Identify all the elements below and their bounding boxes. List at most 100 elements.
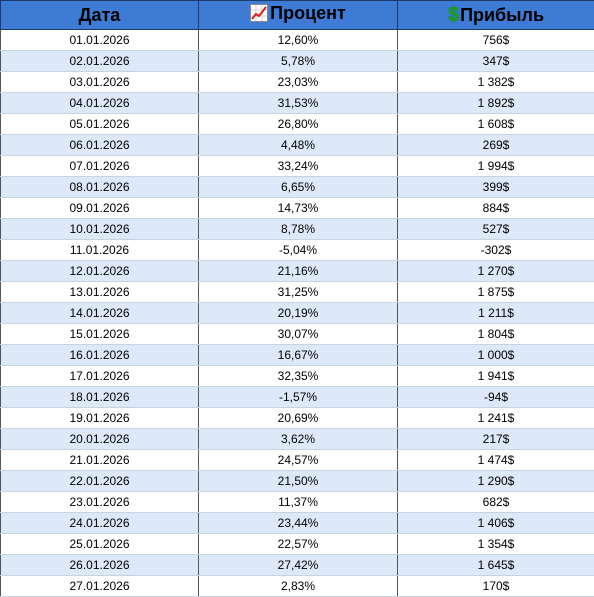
- percent-cell[interactable]: 16,67%: [199, 345, 398, 366]
- profit-cell[interactable]: 399$: [398, 177, 594, 198]
- percent-cell[interactable]: 12,60%: [199, 30, 398, 51]
- profit-cell[interactable]: 1 382$: [398, 72, 594, 93]
- dollar-sign-icon: $: [448, 4, 459, 27]
- percent-cell[interactable]: -5,04%: [199, 240, 398, 261]
- header-profit-label: Прибыль: [460, 5, 544, 25]
- date-cell[interactable]: 13.01.2026: [1, 282, 199, 303]
- percent-cell[interactable]: 21,50%: [199, 471, 398, 492]
- date-cell[interactable]: 06.01.2026: [1, 135, 199, 156]
- percent-cell[interactable]: 20,19%: [199, 303, 398, 324]
- percent-cell[interactable]: 32,35%: [199, 366, 398, 387]
- date-cell[interactable]: 20.01.2026: [1, 429, 199, 450]
- date-cell[interactable]: 17.01.2026: [1, 366, 199, 387]
- table-row: 11.01.2026-5,04%-302$: [1, 240, 594, 261]
- date-cell[interactable]: 08.01.2026: [1, 177, 199, 198]
- profit-cell[interactable]: 1 241$: [398, 408, 594, 429]
- percent-cell[interactable]: 31,25%: [199, 282, 398, 303]
- percent-cell[interactable]: 24,57%: [199, 450, 398, 471]
- percent-cell[interactable]: 8,78%: [199, 219, 398, 240]
- profit-cell[interactable]: 269$: [398, 135, 594, 156]
- profit-cell[interactable]: 527$: [398, 219, 594, 240]
- date-cell[interactable]: 23.01.2026: [1, 492, 199, 513]
- profit-cell[interactable]: 170$: [398, 576, 594, 597]
- date-cell[interactable]: 02.01.2026: [1, 51, 199, 72]
- percent-cell[interactable]: 23,03%: [199, 72, 398, 93]
- percent-cell[interactable]: 21,16%: [199, 261, 398, 282]
- profit-cell[interactable]: 1 270$: [398, 261, 594, 282]
- date-cell[interactable]: 05.01.2026: [1, 114, 199, 135]
- date-cell[interactable]: 12.01.2026: [1, 261, 199, 282]
- table-row: 18.01.2026-1,57%-94$: [1, 387, 594, 408]
- profit-cell[interactable]: 1 211$: [398, 303, 594, 324]
- date-cell[interactable]: 07.01.2026: [1, 156, 199, 177]
- date-cell[interactable]: 10.01.2026: [1, 219, 199, 240]
- date-cell[interactable]: 22.01.2026: [1, 471, 199, 492]
- percent-cell[interactable]: 6,65%: [199, 177, 398, 198]
- profit-cell[interactable]: 1 804$: [398, 324, 594, 345]
- date-cell[interactable]: 15.01.2026: [1, 324, 199, 345]
- profit-cell[interactable]: 1 994$: [398, 156, 594, 177]
- profit-cell[interactable]: 1 875$: [398, 282, 594, 303]
- percent-cell[interactable]: 33,24%: [199, 156, 398, 177]
- profit-cell[interactable]: 217$: [398, 429, 594, 450]
- percent-cell[interactable]: 22,57%: [199, 534, 398, 555]
- date-cell[interactable]: 14.01.2026: [1, 303, 199, 324]
- profit-cell[interactable]: -94$: [398, 387, 594, 408]
- percent-cell[interactable]: 5,78%: [199, 51, 398, 72]
- profit-cell[interactable]: 1 474$: [398, 450, 594, 471]
- header-percent[interactable]: Процент: [199, 1, 398, 30]
- date-cell[interactable]: 09.01.2026: [1, 198, 199, 219]
- profit-cell[interactable]: 1 354$: [398, 534, 594, 555]
- percent-cell[interactable]: -1,57%: [199, 387, 398, 408]
- date-cell[interactable]: 03.01.2026: [1, 72, 199, 93]
- date-cell[interactable]: 11.01.2026: [1, 240, 199, 261]
- percent-cell[interactable]: 2,83%: [199, 576, 398, 597]
- profit-cell[interactable]: 1 406$: [398, 513, 594, 534]
- profit-cell[interactable]: 347$: [398, 51, 594, 72]
- date-cell[interactable]: 21.01.2026: [1, 450, 199, 471]
- percent-cell[interactable]: 14,73%: [199, 198, 398, 219]
- percent-cell[interactable]: 20,69%: [199, 408, 398, 429]
- percent-cell[interactable]: 11,37%: [199, 492, 398, 513]
- profit-cell[interactable]: -302$: [398, 240, 594, 261]
- percent-cell[interactable]: 4,48%: [199, 135, 398, 156]
- date-cell[interactable]: 18.01.2026: [1, 387, 199, 408]
- percent-cell[interactable]: 31,53%: [199, 93, 398, 114]
- profit-cell[interactable]: 756$: [398, 30, 594, 51]
- header-date[interactable]: Дата: [1, 1, 199, 30]
- profit-cell[interactable]: 1 941$: [398, 366, 594, 387]
- profit-cell[interactable]: 1 645$: [398, 555, 594, 576]
- profit-cell[interactable]: 682$: [398, 492, 594, 513]
- profit-cell[interactable]: 1 000$: [398, 345, 594, 366]
- date-cell[interactable]: 16.01.2026: [1, 345, 199, 366]
- header-profit[interactable]: $Прибыль: [398, 1, 594, 30]
- date-cell[interactable]: 26.01.2026: [1, 555, 199, 576]
- profit-cell[interactable]: 884$: [398, 198, 594, 219]
- percent-cell[interactable]: 30,07%: [199, 324, 398, 345]
- date-cell[interactable]: 24.01.2026: [1, 513, 199, 534]
- percent-cell[interactable]: 3,62%: [199, 429, 398, 450]
- date-cell[interactable]: 27.01.2026: [1, 576, 199, 597]
- date-cell[interactable]: 04.01.2026: [1, 93, 199, 114]
- profit-cell[interactable]: 1 608$: [398, 114, 594, 135]
- date-cell[interactable]: 01.01.2026: [1, 30, 199, 51]
- date-cell[interactable]: 25.01.2026: [1, 534, 199, 555]
- header-date-label: Дата: [79, 5, 121, 25]
- percent-cell[interactable]: 23,44%: [199, 513, 398, 534]
- header-row: Дата Процент $Прибыль: [1, 1, 594, 30]
- date-cell[interactable]: 19.01.2026: [1, 408, 199, 429]
- percent-cell[interactable]: 27,42%: [199, 555, 398, 576]
- profit-cell[interactable]: 1 892$: [398, 93, 594, 114]
- profit-cell[interactable]: 1 290$: [398, 471, 594, 492]
- percent-cell[interactable]: 26,80%: [199, 114, 398, 135]
